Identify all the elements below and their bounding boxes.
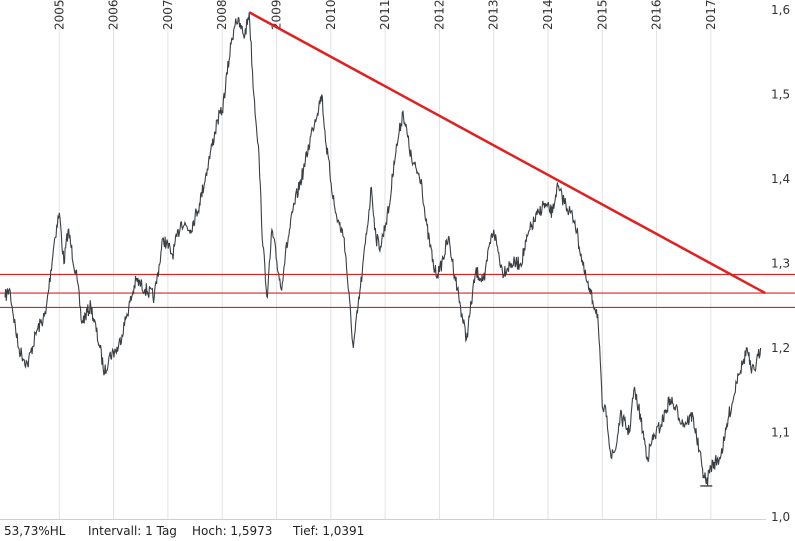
low-value: Tief: 1,0391 <box>293 524 365 538</box>
high-value: Hoch: 1,5973 <box>192 524 273 538</box>
x-tick-label: 2014 <box>541 0 555 30</box>
x-tick-label: 2015 <box>595 0 609 30</box>
x-tick-label: 2011 <box>378 0 392 30</box>
interval-label: Intervall: 1 Tag <box>88 524 177 538</box>
x-tick-label: 2006 <box>107 0 121 30</box>
y-axis-labels: 1,6 1,5 1,4 1,3 1,2 1,1 1,0 <box>771 3 790 524</box>
horizontal-lines <box>0 273 795 308</box>
y-tick-label: 1,4 <box>771 172 790 186</box>
x-tick-label: 2012 <box>432 0 446 30</box>
x-tick-label: 2016 <box>650 0 664 30</box>
y-tick-label: 1,5 <box>771 88 790 102</box>
chart-footer: 53,73%HL Intervall: 1 Tag Hoch: 1,5973 T… <box>0 520 795 541</box>
y-tick-label: 1,0 <box>771 510 790 524</box>
x-tick-label: 2017 <box>704 0 718 30</box>
y-tick-label: 1,6 <box>771 3 790 17</box>
price-series-line <box>4 12 762 486</box>
x-tick-label: 2005 <box>52 0 66 30</box>
x-tick-label: 2009 <box>270 0 284 30</box>
y-tick-label: 1,1 <box>771 426 790 440</box>
hl-percentage: 53,73%HL <box>4 524 66 538</box>
x-tick-label: 2013 <box>487 0 501 30</box>
trendline <box>248 11 766 295</box>
x-axis-labels: 2005 2006 2007 2008 2009 2010 2011 2012 2013 2014… <box>52 0 718 30</box>
vertical-gridlines <box>58 0 712 519</box>
y-tick-label: 1,2 <box>771 341 790 355</box>
x-tick-label: 2008 <box>215 0 229 30</box>
x-tick-label: 2007 <box>161 0 175 30</box>
x-tick-label: 2010 <box>324 0 338 30</box>
y-tick-label: 1,3 <box>771 257 790 271</box>
